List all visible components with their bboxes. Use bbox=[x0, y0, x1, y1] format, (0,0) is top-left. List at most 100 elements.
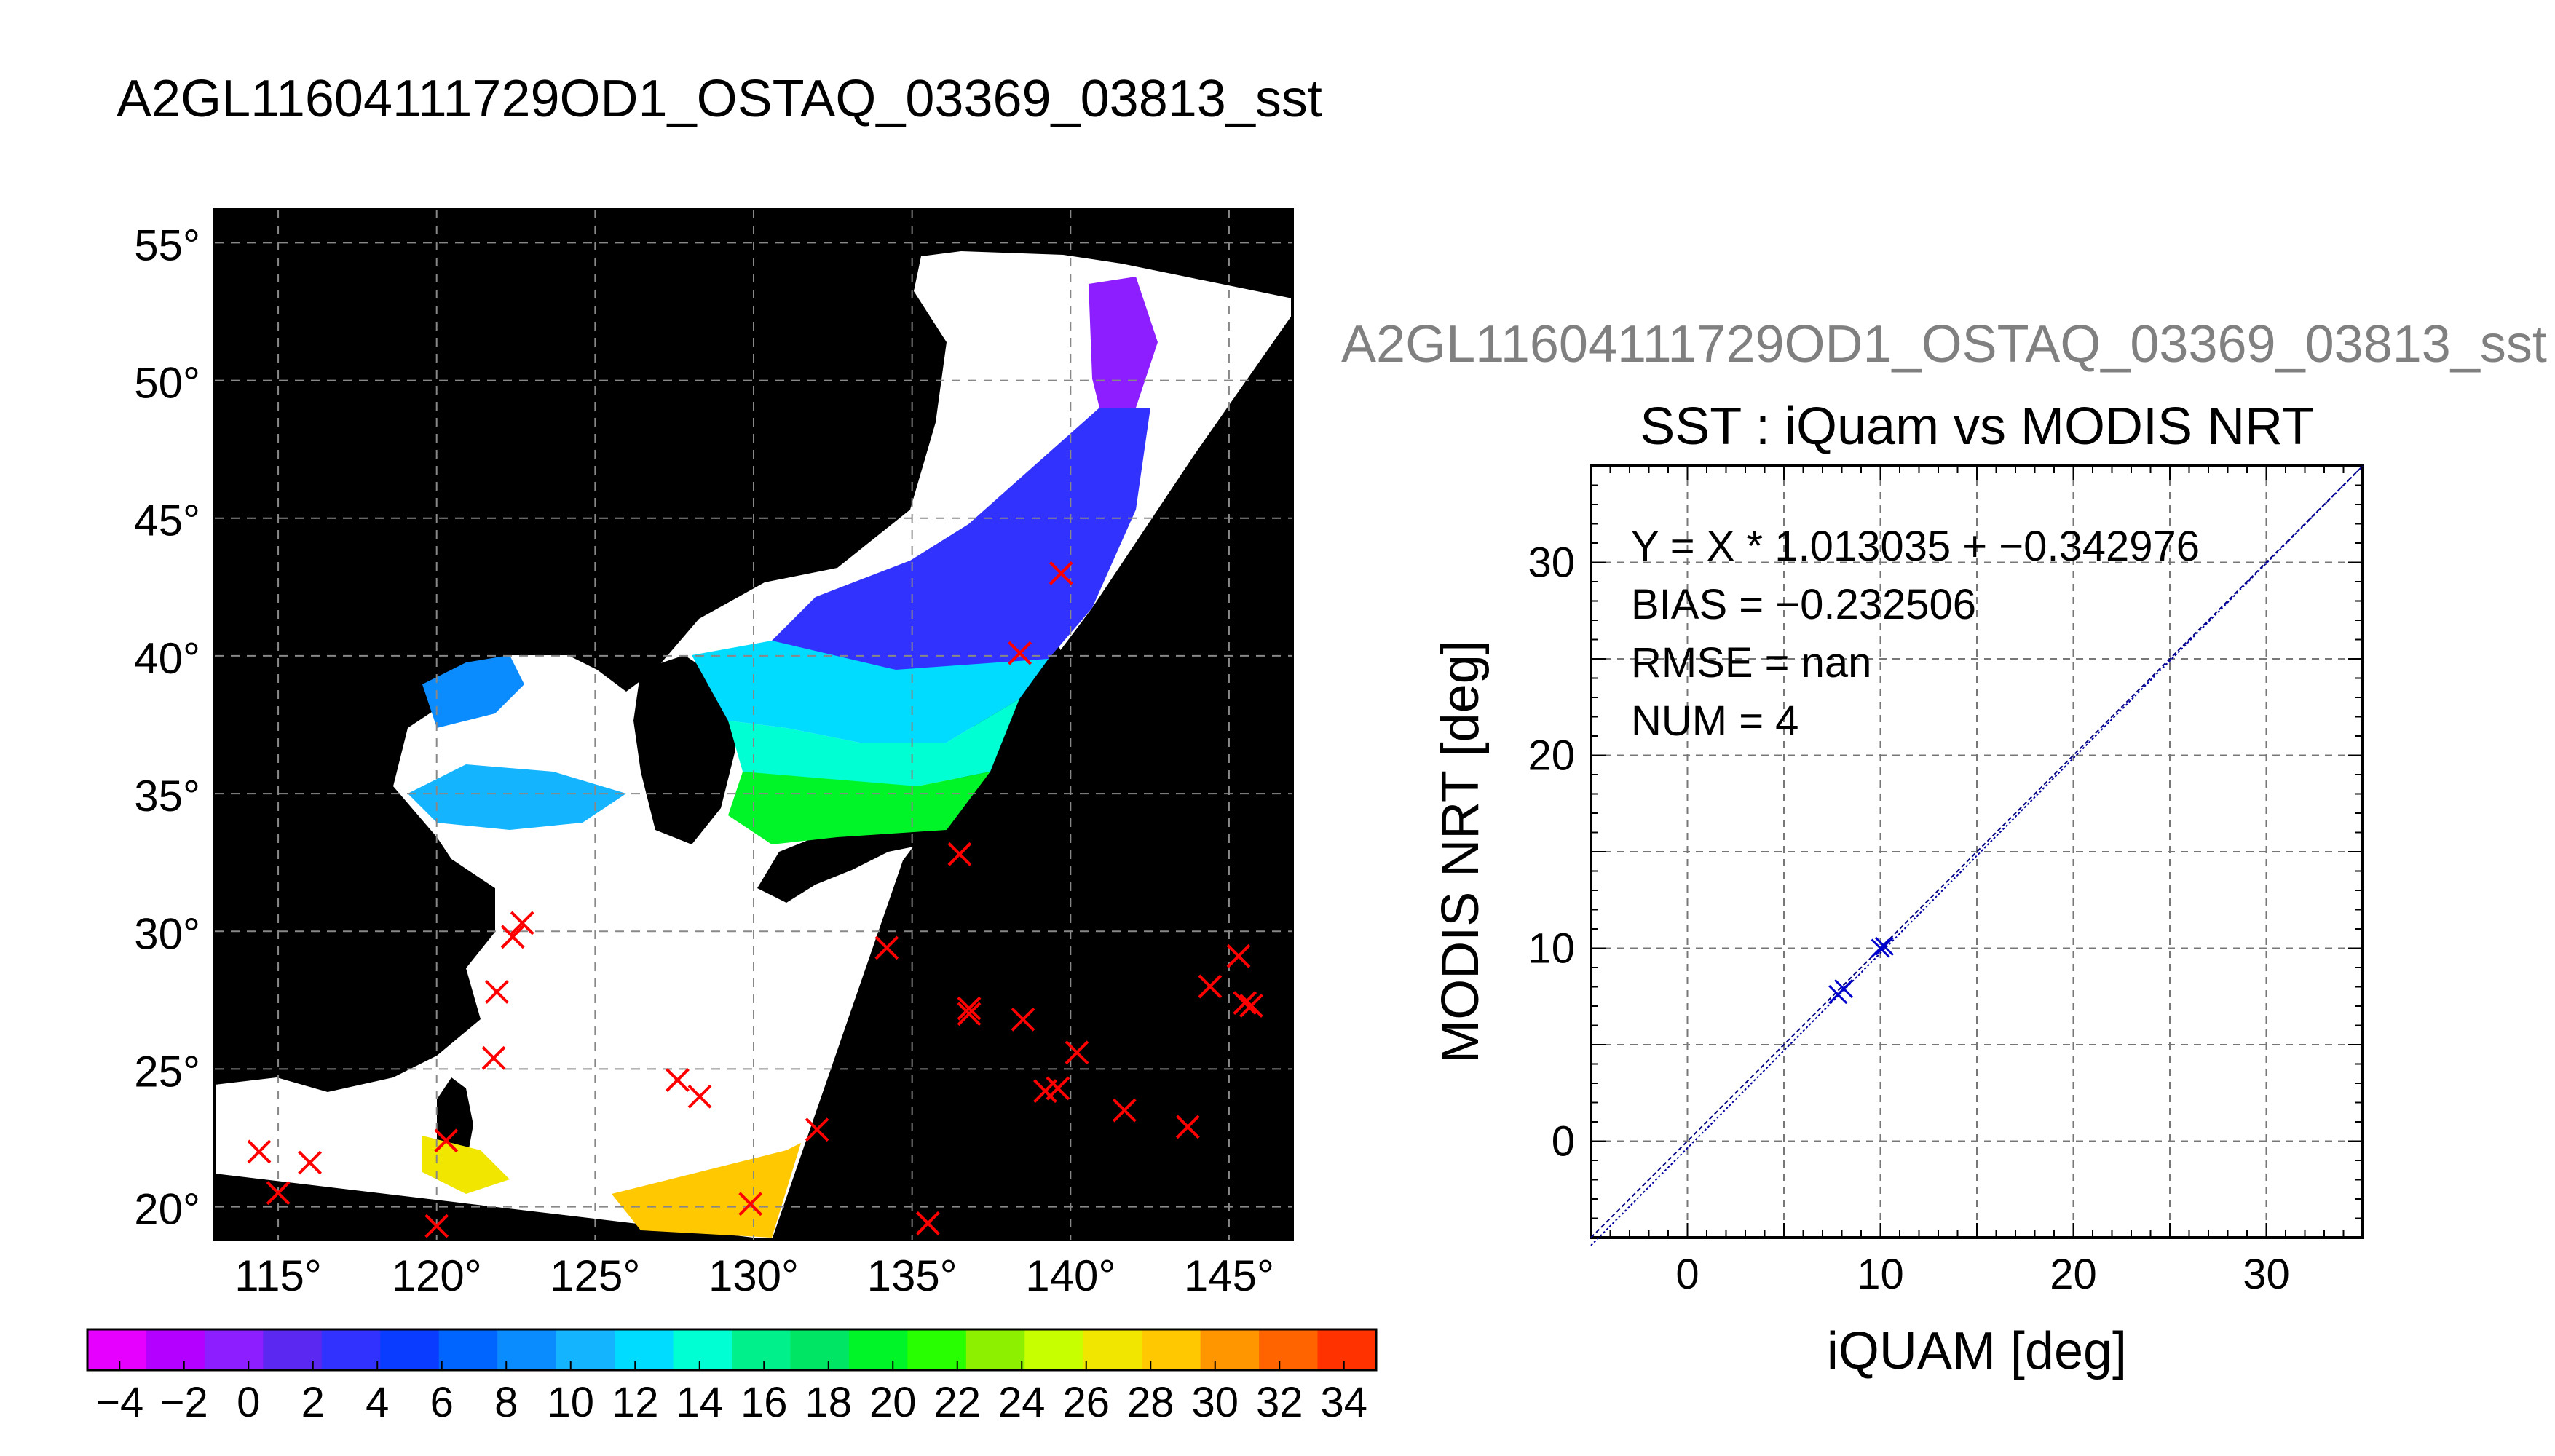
scatter-point-stroke bbox=[1871, 938, 1890, 958]
map-marker bbox=[738, 1192, 763, 1216]
colorbar-cell bbox=[848, 1329, 908, 1370]
scatter-y-label: MODIS NRT [deg] bbox=[1431, 640, 1490, 1064]
map-marker-stroke bbox=[510, 911, 534, 935]
colorbar-cell bbox=[556, 1329, 615, 1370]
map-marker-stroke bbox=[915, 1211, 940, 1235]
map-marker-stroke bbox=[805, 1117, 829, 1142]
map-marker-stroke bbox=[1112, 1098, 1137, 1123]
map-lat-tick-label: 30° bbox=[134, 909, 200, 958]
map-marker bbox=[484, 980, 509, 1004]
scatter-y-tick-label: 10 bbox=[1528, 925, 1575, 973]
scatter-point-stroke bbox=[1834, 979, 1854, 999]
scatter-point bbox=[1874, 936, 1894, 956]
map-marker bbox=[266, 1181, 291, 1206]
colorbar-tick-label: 16 bbox=[741, 1379, 788, 1426]
scatter-x-label: iQUAM [deg] bbox=[1827, 1322, 2127, 1380]
colorbar-tick-label: 18 bbox=[805, 1379, 852, 1426]
colorbar-tick-label: 32 bbox=[1256, 1379, 1303, 1426]
scatter-x-tick-label: 30 bbox=[2243, 1251, 2290, 1298]
scatter-y-tick-label: 30 bbox=[1528, 539, 1575, 587]
colorbar-tick-label: 30 bbox=[1191, 1379, 1239, 1426]
scatter-stats: Y = X * 1.013035 + −0.342976 BIAS = −0.23… bbox=[1631, 523, 2200, 745]
colorbar-tick-label: 8 bbox=[494, 1379, 518, 1426]
map-marker-stroke bbox=[1008, 641, 1032, 665]
scatter-lines bbox=[1590, 465, 2364, 1246]
colorbar-cell bbox=[87, 1329, 146, 1370]
map-marker-stroke bbox=[1049, 561, 1073, 585]
map-marker-stroke bbox=[957, 996, 982, 1021]
map-marker-stroke bbox=[500, 925, 525, 949]
sst-band-warm-south bbox=[422, 1136, 510, 1194]
map-marker bbox=[481, 1045, 506, 1070]
colorbar-cells bbox=[87, 1329, 1377, 1370]
sst-band-yellowsea bbox=[408, 764, 626, 830]
colorbar-tick-label: 12 bbox=[612, 1379, 659, 1426]
sst-map: 55° 50° 45° 40° 35° 30° 25° 20° 115° 120° 125° 130… bbox=[134, 208, 1294, 1300]
colorbar-tick-label: −2 bbox=[160, 1379, 208, 1426]
map-marker bbox=[510, 911, 534, 935]
scatter-grid bbox=[1590, 465, 2364, 1238]
colorbar-labels: −4 −2 0 2 4 6 8 10 12 14 16 18 20 22 24 26 28 30 32 34 bbox=[95, 1361, 1367, 1426]
map-marker bbox=[500, 925, 525, 949]
map-marker-stroke bbox=[1198, 974, 1223, 999]
korea-peninsula bbox=[633, 655, 735, 844]
map-marker bbox=[1226, 943, 1251, 968]
colorbar-tick-label: 2 bbox=[301, 1379, 325, 1426]
map-marker-stroke bbox=[247, 1139, 272, 1164]
map-lon-tick-label: 135° bbox=[867, 1251, 957, 1300]
map-marker-stroke bbox=[666, 1068, 690, 1092]
colorbar-cell bbox=[615, 1329, 674, 1370]
map-marker bbox=[1112, 1098, 1137, 1123]
colorbar-cell bbox=[1083, 1329, 1142, 1370]
scatter-stat-line: Y = X * 1.013035 + −0.342976 bbox=[1631, 523, 2200, 570]
map-marker bbox=[666, 1068, 690, 1092]
map-lat-tick-label: 25° bbox=[134, 1047, 200, 1096]
scatter-y-tick-label: 0 bbox=[1552, 1118, 1575, 1166]
map-lat-tick-label: 35° bbox=[134, 772, 200, 820]
map-marker-stroke bbox=[1011, 1007, 1035, 1032]
map-marker-stroke bbox=[1233, 991, 1257, 1016]
map-marker bbox=[1011, 1007, 1035, 1032]
map-lat-tick-label: 45° bbox=[134, 496, 200, 545]
colorbar-cell bbox=[1142, 1329, 1201, 1370]
map-marker bbox=[1233, 991, 1257, 1016]
map-lon-ticks: 115° 120° 125° 130° 135° 140° 145° bbox=[234, 1251, 1274, 1300]
scatter-stat-line: RMSE = nan bbox=[1631, 639, 1871, 687]
scatter-point bbox=[1834, 979, 1854, 999]
colorbar-frame bbox=[86, 1328, 1378, 1372]
map-marker-stroke bbox=[957, 1002, 982, 1026]
colorbar-cell bbox=[380, 1329, 440, 1370]
colorbar-cell bbox=[1259, 1329, 1319, 1370]
map-marker bbox=[1008, 641, 1032, 665]
colorbar-tick-label: 22 bbox=[933, 1379, 981, 1426]
colorbar-cell bbox=[1024, 1329, 1084, 1370]
colorbar-tick-label: 24 bbox=[998, 1379, 1046, 1426]
scatter-file-title: A2GL11604111729OD1_OSTAQ_03369_03813_sst bbox=[1341, 315, 2547, 373]
colorbar-tick-label: 10 bbox=[547, 1379, 594, 1426]
sst-band-blue bbox=[772, 408, 1150, 670]
colorbar-cell bbox=[1200, 1329, 1260, 1370]
scatter-x-tick-label: 0 bbox=[1675, 1251, 1699, 1298]
colorbar-cell bbox=[146, 1329, 205, 1370]
map-marker-stroke bbox=[738, 1192, 763, 1216]
colorbar-tick-label: 0 bbox=[237, 1379, 260, 1426]
sst-band-warm-east bbox=[612, 1143, 801, 1238]
main-title: A2GL11604111729OD1_OSTAQ_03369_03813_sst bbox=[117, 70, 1322, 128]
scatter-title: SST : iQuam vs MODIS NRT bbox=[1640, 397, 2314, 456]
scatter-x-tick-label: 20 bbox=[2050, 1251, 2097, 1298]
map-marker-stroke bbox=[1226, 943, 1251, 968]
colorbar-tick-label: −4 bbox=[95, 1379, 143, 1426]
scatter-point-stroke bbox=[1874, 936, 1894, 956]
map-marker bbox=[1049, 561, 1073, 585]
colorbar-cell bbox=[497, 1329, 557, 1370]
colorbar-tick-label: 14 bbox=[676, 1379, 723, 1426]
map-marker-stroke bbox=[1065, 1040, 1089, 1065]
map-marker bbox=[298, 1150, 323, 1175]
fit-line bbox=[1590, 465, 2364, 1246]
colorbar-tick-label: 4 bbox=[366, 1379, 389, 1426]
map-marker bbox=[1046, 1076, 1070, 1101]
map-marker bbox=[947, 842, 972, 866]
colorbar-cell bbox=[1317, 1329, 1377, 1370]
map-marker bbox=[1239, 993, 1263, 1018]
map-marker-stroke bbox=[1046, 1076, 1070, 1101]
